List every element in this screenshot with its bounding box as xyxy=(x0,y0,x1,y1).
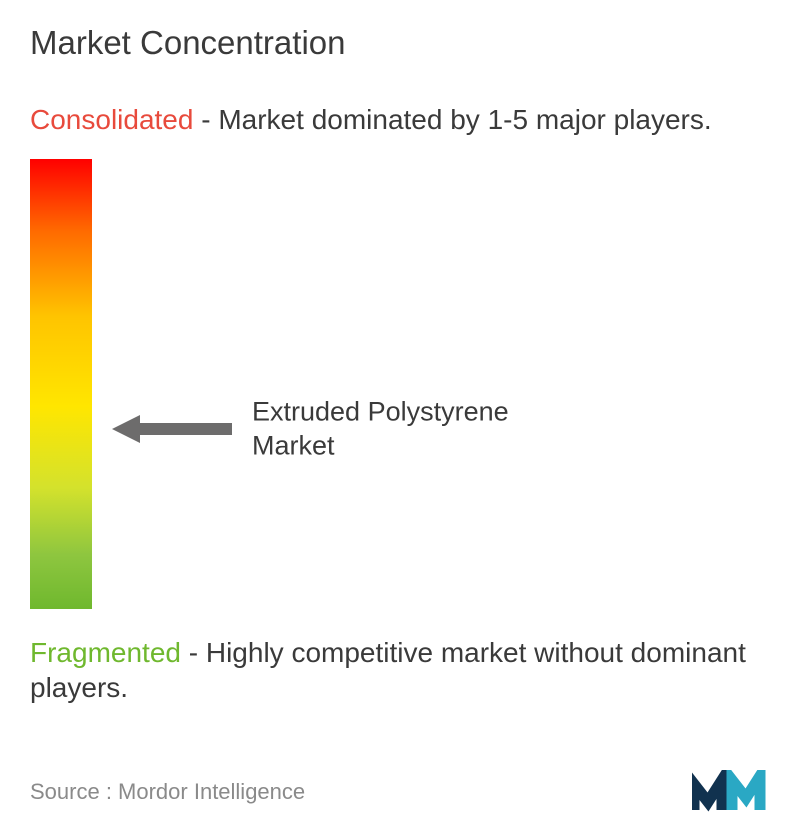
marker-arrow-icon xyxy=(112,413,232,445)
legend-consolidated: Consolidated - Market dominated by 1-5 m… xyxy=(30,102,766,137)
legend-consolidated-term: Consolidated xyxy=(30,104,193,135)
source-text: Source : Mordor Intelligence xyxy=(30,779,305,805)
legend-fragmented: Fragmented - Highly competitive market w… xyxy=(30,635,766,705)
legend-consolidated-desc: - Market dominated by 1-5 major players. xyxy=(193,104,711,135)
marker-label: Extruded Polystyrene Market xyxy=(252,395,592,463)
footer: Source : Mordor Intelligence xyxy=(30,770,766,814)
legend-fragmented-term: Fragmented xyxy=(30,637,181,668)
scale-gradient-bar xyxy=(30,159,92,609)
scale-zone: Extruded Polystyrene Market xyxy=(30,159,766,609)
page-title: Market Concentration xyxy=(30,24,766,62)
brand-logo-icon xyxy=(692,770,766,814)
